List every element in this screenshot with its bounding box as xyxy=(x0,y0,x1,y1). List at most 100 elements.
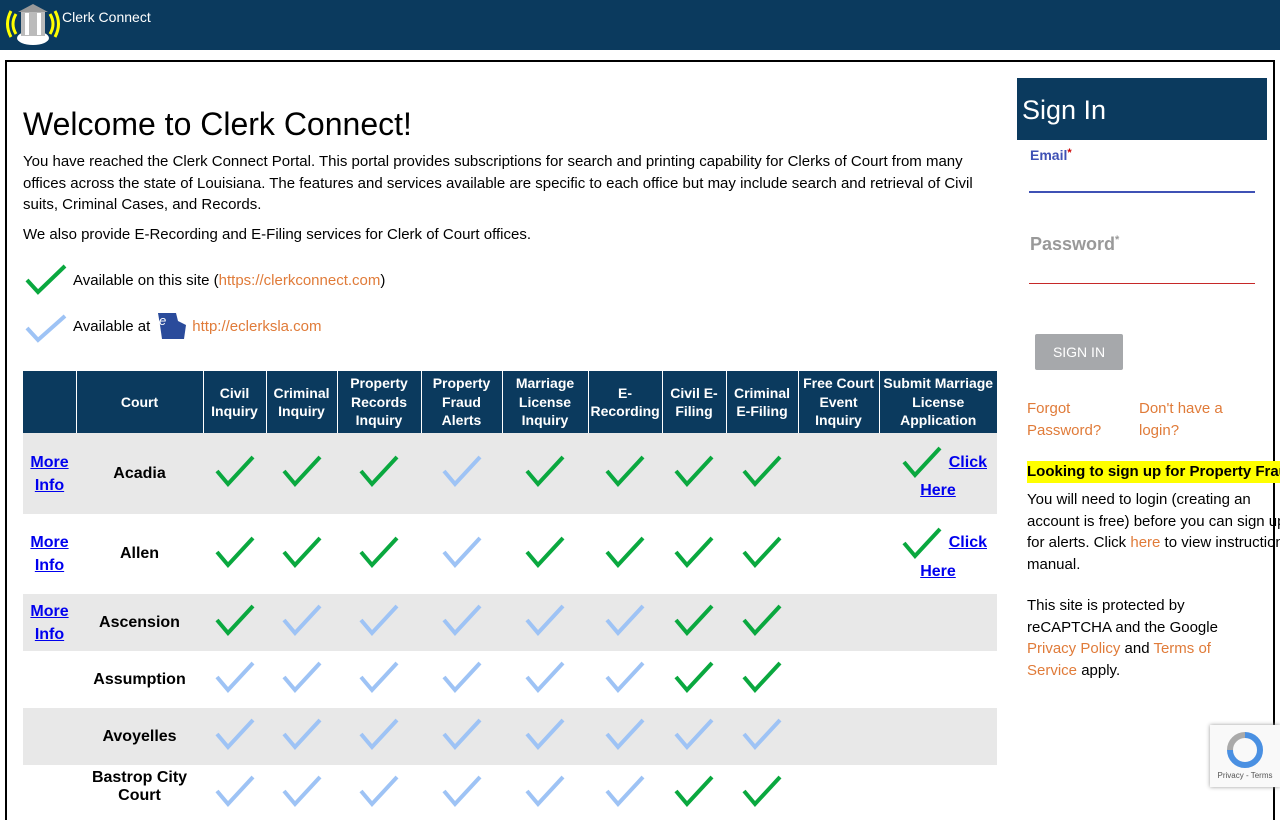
availability-cell xyxy=(266,651,337,708)
more-info-label: More xyxy=(30,602,69,620)
court-name: Assumption xyxy=(93,670,186,688)
more-info-cell: More Info xyxy=(23,514,76,594)
light-check-icon xyxy=(742,718,782,751)
notice-text-2: to view instructions manual. xyxy=(1027,534,1280,573)
availability-cell xyxy=(502,514,588,594)
green-check-icon xyxy=(742,661,782,694)
availability-cell xyxy=(337,514,421,594)
free-event-cell xyxy=(798,514,879,594)
password-field[interactable] xyxy=(1029,283,1255,284)
column-header: Property Fraud Alerts xyxy=(420,371,502,433)
availability-cell xyxy=(502,708,588,765)
green-check-icon xyxy=(359,455,399,488)
forgot-password-link[interactable]: Forgot Password? xyxy=(1027,400,1102,439)
notice-text: You will need to login (creating an acco… xyxy=(1027,491,1280,551)
more-info-label: Info xyxy=(34,557,65,574)
table-row: Bastrop City Court xyxy=(23,765,997,822)
green-check-icon xyxy=(674,536,714,568)
green-check-icon xyxy=(281,536,321,568)
availability-cell xyxy=(502,651,588,708)
email-field[interactable] xyxy=(1029,191,1255,193)
table-row: More Info Ascension xyxy=(23,594,997,651)
captcha-text: This site is protected by reCAPTCHA and … xyxy=(1027,597,1218,636)
marriage-app-cell xyxy=(879,708,997,765)
availability-cell xyxy=(337,433,421,514)
green-check-icon xyxy=(742,455,782,488)
availability-cell xyxy=(203,514,266,594)
availability-cell xyxy=(266,708,337,765)
column-header xyxy=(23,371,76,433)
court-name: Acadia xyxy=(76,433,203,514)
recaptcha-icon xyxy=(1227,732,1263,768)
court-name: Ascension xyxy=(76,594,203,651)
availability-cell xyxy=(421,433,502,514)
availability-cell xyxy=(502,594,588,651)
green-check-icon xyxy=(902,527,942,559)
light-check-icon xyxy=(281,718,321,751)
availability-cell xyxy=(588,765,662,822)
app-title: Clerk Connect xyxy=(62,9,151,25)
table-row: More Info Acadia Click Here xyxy=(23,433,997,514)
green-check-icon xyxy=(214,604,254,637)
availability-cell xyxy=(726,514,798,594)
notice-highlight: Looking to sign up for Property Fraud Al… xyxy=(1027,461,1280,483)
availability-cell xyxy=(588,708,662,765)
more-info-link[interactable]: More Info xyxy=(30,603,68,643)
green-check-icon xyxy=(605,455,645,488)
eclerks-link[interactable]: http://eclerksla.com xyxy=(192,317,322,335)
no-login-link[interactable]: Don't have a login? xyxy=(1139,400,1223,439)
light-check-icon xyxy=(441,604,481,637)
availability-cell xyxy=(726,433,798,514)
table-row: More Info Allen Click Here xyxy=(23,514,997,594)
free-event-cell xyxy=(798,651,879,708)
light-check-icon xyxy=(359,775,399,808)
click-here-link[interactable]: Click xyxy=(948,453,987,471)
more-info-link[interactable]: More Info xyxy=(30,534,68,574)
column-header: Property Records Inquiry xyxy=(336,371,421,433)
green-check-icon xyxy=(674,661,714,694)
availability-cell xyxy=(662,651,726,708)
and-text: and xyxy=(1120,640,1154,657)
click-here-link[interactable]: Here xyxy=(920,562,956,580)
availability-cell xyxy=(726,765,798,822)
court-name: Bastrop City Court xyxy=(91,769,188,804)
availability-cell xyxy=(203,433,266,514)
sign-in-button[interactable]: SIGN IN xyxy=(1035,334,1123,370)
legend-site-suffix: ) xyxy=(380,271,386,289)
availability-cell xyxy=(421,594,502,651)
light-check-icon xyxy=(441,775,481,808)
availability-cell xyxy=(203,651,266,708)
availability-cell xyxy=(421,765,502,822)
more-info-link[interactable]: More Info xyxy=(30,454,68,494)
column-header: Criminal Inquiry xyxy=(265,371,337,433)
availability-cell xyxy=(266,594,337,651)
legend-eclerks: Available at e http://eclerksla.com xyxy=(23,303,998,349)
recaptcha-links[interactable]: Privacy - Terms xyxy=(1217,771,1273,780)
clerk-connect-logo[interactable] xyxy=(4,0,62,48)
availability-cell xyxy=(662,594,726,651)
availability-cell xyxy=(502,765,588,822)
more-info-label: More xyxy=(30,453,69,471)
light-check-icon xyxy=(281,775,321,808)
green-check-icon xyxy=(674,775,714,808)
light-check-icon xyxy=(525,775,565,808)
legend-eclerks-text: Available at xyxy=(73,317,151,335)
instructions-link[interactable]: here xyxy=(1130,534,1161,551)
recaptcha-badge[interactable]: Privacy - Terms xyxy=(1210,725,1280,787)
availability-cell xyxy=(588,651,662,708)
clerkconnect-link[interactable]: https://clerkconnect.com xyxy=(218,271,381,289)
click-here-link[interactable]: Here xyxy=(920,482,956,499)
privacy-policy-link[interactable]: Privacy Policy xyxy=(1027,640,1121,657)
table-row: Assumption xyxy=(23,651,997,708)
green-check-icon xyxy=(902,446,942,479)
green-check-icon xyxy=(605,536,645,568)
light-check-icon xyxy=(359,718,399,751)
more-info-cell xyxy=(23,765,76,822)
availability-cell xyxy=(203,594,266,651)
click-here-link[interactable]: Click xyxy=(948,534,987,551)
light-check-icon xyxy=(525,718,565,751)
light-check-icon xyxy=(674,718,714,751)
column-header: Civil E-Filing xyxy=(661,371,726,433)
terms-link[interactable]: Terms of Service xyxy=(1027,640,1211,679)
availability-cell xyxy=(203,765,266,822)
